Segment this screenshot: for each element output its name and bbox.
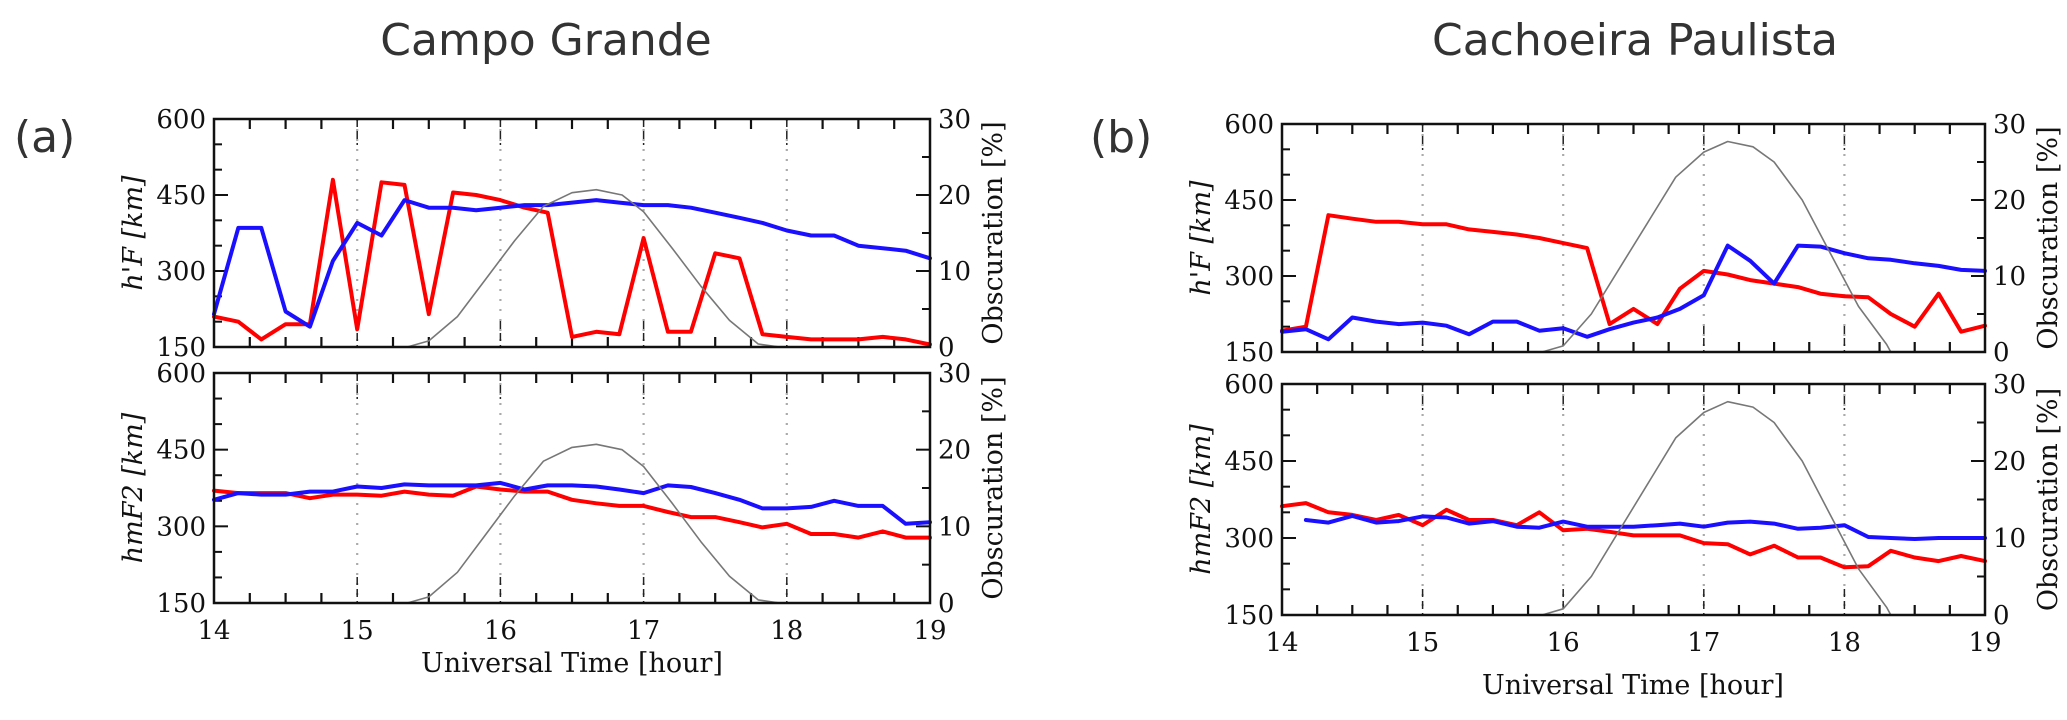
chart-3-y2tick-label: 30 bbox=[1993, 370, 2026, 400]
chart-0-frame bbox=[212, 117, 932, 349]
chart-1-xtick-label: 14 bbox=[197, 616, 230, 646]
chart-0-series-blue bbox=[212, 198, 932, 329]
chart-1-series-red bbox=[212, 484, 932, 540]
chart-2-ytick-label: 300 bbox=[1224, 262, 1274, 292]
chart-0-ylabel: h'F [km] bbox=[118, 175, 149, 291]
chart-2-y2tick-label: 10 bbox=[1993, 262, 2026, 292]
chart-1-ytick-label: 450 bbox=[156, 436, 206, 466]
chart-1-y2label: Obscuration [%] bbox=[978, 376, 1009, 599]
chart-3-xtick-label: 15 bbox=[1406, 628, 1439, 658]
chart-1-frame bbox=[212, 371, 932, 605]
chart-2-series-obscuration bbox=[1541, 140, 1892, 353]
chart-3-xtick-label: 16 bbox=[1547, 628, 1580, 658]
chart-3-ytick-label: 300 bbox=[1224, 524, 1274, 554]
panel-b-title: Cachoeira Paulista bbox=[1432, 15, 1838, 66]
chart-3-xtick-label: 19 bbox=[1968, 628, 2001, 658]
chart-0-ytick-label: 150 bbox=[156, 333, 206, 363]
chart-3-bottom-plot: 150 300 450 600 0 10 20 30 14 15 16 17 18 19 hmF2 [km]… bbox=[1186, 370, 2064, 658]
chart-0-y2tick-label: 20 bbox=[938, 181, 971, 211]
chart-3-y2label: Obscuration [%] bbox=[2033, 388, 2064, 611]
chart-1-xtick-label: 16 bbox=[484, 616, 517, 646]
chart-0-ytick-label: 300 bbox=[156, 257, 206, 287]
chart-2-ytick-label: 600 bbox=[1224, 110, 1274, 140]
chart-2-ylabel: h'F [km] bbox=[1186, 180, 1217, 296]
chart-2-series-red bbox=[1280, 213, 1987, 334]
chart-0-y2label: Obscuration [%] bbox=[978, 121, 1009, 344]
chart-3-y2tick-label: 10 bbox=[1993, 524, 2026, 554]
chart-1-xtick-label: 15 bbox=[341, 616, 374, 646]
chart-3-ytick-label: 600 bbox=[1224, 370, 1274, 400]
chart-2-ytick-label: 450 bbox=[1224, 186, 1274, 216]
chart-1-ytick-label: 150 bbox=[156, 589, 206, 619]
chart-2-y2label: Obscuration [%] bbox=[2033, 126, 2064, 349]
chart-3-frame bbox=[1280, 382, 1987, 617]
chart-3-xtick-label: 14 bbox=[1265, 628, 1298, 658]
chart-0-ytick-label: 450 bbox=[156, 181, 206, 211]
panel-a-label: (a) bbox=[14, 112, 75, 163]
chart-2-y2tick-label: 30 bbox=[1993, 110, 2026, 140]
chart-2-top-plot: 150 300 450 600 0 10 20 30 h'F [km] Obscuration [… bbox=[1186, 110, 2064, 368]
chart-1-xtick-label: 19 bbox=[913, 616, 946, 646]
chart-3-series-blue bbox=[1303, 513, 1987, 541]
chart-3-y2tick-label: 0 bbox=[1993, 601, 2010, 631]
chart-3-xtick-label: 17 bbox=[1687, 628, 1720, 658]
chart-2-ytick-label: 150 bbox=[1224, 338, 1274, 368]
panel-a-xlabel: Universal Time [hour] bbox=[421, 648, 723, 679]
chart-1-y2tick-label: 30 bbox=[938, 359, 971, 389]
chart-2-frame bbox=[1280, 122, 1987, 354]
chart-1-y2tick-label: 0 bbox=[938, 589, 955, 619]
chart-0-series-obscuration bbox=[406, 188, 781, 348]
chart-1-ytick-label: 600 bbox=[156, 359, 206, 389]
chart-1-y2tick-label: 10 bbox=[938, 512, 971, 542]
chart-1-ylabel: hmF2 [km] bbox=[118, 412, 149, 563]
panel-b-label: (b) bbox=[1090, 112, 1152, 163]
chart-3-series-obscuration bbox=[1541, 400, 1892, 616]
chart-1-series-blue bbox=[212, 480, 932, 526]
chart-2-y2tick-label: 20 bbox=[1993, 186, 2026, 216]
chart-3-xtick-label: 18 bbox=[1828, 628, 1861, 658]
chart-1-xtick-label: 18 bbox=[770, 616, 803, 646]
chart-1-series-obscuration bbox=[406, 443, 781, 604]
chart-3-ylabel: hmF2 [km] bbox=[1186, 424, 1217, 575]
chart-2-series-blue bbox=[1280, 243, 1987, 342]
chart-0-y2tick-label: 0 bbox=[938, 333, 955, 363]
chart-0-series-red bbox=[212, 177, 932, 347]
chart-3-ytick-label: 150 bbox=[1224, 601, 1274, 631]
chart-0-y2tick-label: 10 bbox=[938, 257, 971, 287]
chart-0-ytick-label: 600 bbox=[156, 105, 206, 135]
panel-b-xlabel: Universal Time [hour] bbox=[1482, 670, 1784, 701]
panel-a-title: Campo Grande bbox=[380, 15, 711, 66]
chart-0-top-plot: 150 300 450 600 0 10 20 30 h'F [km] Obscuration [… bbox=[118, 105, 1009, 363]
chart-2-y2tick-label: 0 bbox=[1993, 338, 2010, 368]
chart-3-y2tick-label: 20 bbox=[1993, 447, 2026, 477]
chart-3-series-red bbox=[1280, 501, 1987, 570]
chart-1-y2tick-label: 20 bbox=[938, 436, 971, 466]
chart-1-ytick-label: 300 bbox=[156, 512, 206, 542]
chart-3-ytick-label: 450 bbox=[1224, 447, 1274, 477]
chart-1-bottom-plot: 150 300 450 600 0 10 20 30 14 15 16 17 18 19 hmF2 [km]… bbox=[118, 359, 1009, 646]
chart-0-y2tick-label: 30 bbox=[938, 105, 971, 135]
chart-1-xtick-label: 17 bbox=[627, 616, 660, 646]
